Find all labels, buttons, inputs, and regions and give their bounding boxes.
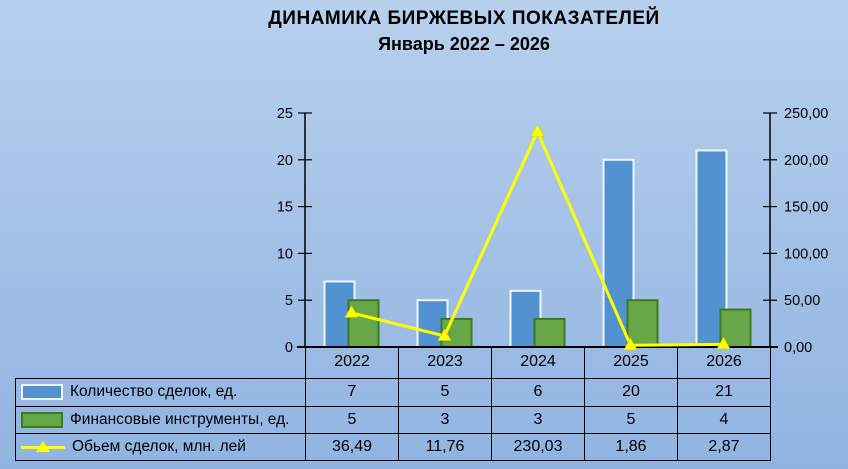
left-axis-tick-label: 15 [277, 200, 293, 216]
category-label-2023: 2023 [398, 347, 492, 379]
left-axis-tick-label: 5 [285, 293, 293, 309]
category-label-2025: 2025 [584, 347, 678, 379]
table-corner-blank [16, 347, 306, 378]
table-value-2026: 4 [677, 405, 771, 434]
table-value-2024: 3 [491, 405, 585, 434]
category-label-2026: 2026 [677, 347, 771, 379]
right-axis-tick-label: 0,00 [784, 340, 812, 356]
table-value-2025: 5 [584, 405, 678, 434]
legend-line-marker-icon [21, 440, 65, 454]
category-label-2022: 2022 [305, 347, 399, 379]
legend-cell: Финансовые инструменты, ед. [15, 405, 306, 434]
legend-blue-bar-icon [21, 384, 63, 400]
left-axis-tick-label: 20 [277, 153, 293, 169]
table-value-2022: 36,49 [305, 432, 399, 461]
table-value-2023: 5 [398, 377, 492, 407]
bar-instruments-2024 [533, 317, 566, 349]
right-axis-tick-label: 50,00 [784, 293, 820, 309]
category-label-2024: 2024 [491, 347, 585, 379]
bar-instruments-2025 [626, 299, 659, 349]
legend-label: Обьем сделок, млн. лей [72, 437, 246, 455]
left-axis-tick-label: 0 [285, 340, 293, 356]
line-marker-2022 [344, 305, 359, 318]
table-value-2022: 5 [305, 405, 399, 434]
bar-instruments-2022 [347, 299, 380, 349]
table-value-2024: 230,03 [491, 432, 585, 461]
right-axis-tick-label: 200,00 [784, 153, 828, 169]
legend-green-bar-icon [21, 411, 63, 428]
table-value-2026: 21 [677, 377, 771, 407]
legend-cell: Обьем сделок, млн. лей [15, 432, 306, 461]
data-table: 2022 2023 2024 2025 2026 Количество сделок, е… [15, 347, 771, 461]
chart-subtitle: Январь 2022 – 2026 [378, 34, 550, 54]
table-value-2023: 11,76 [398, 432, 492, 461]
table-value-2025: 20 [584, 377, 678, 407]
chart-title: ДИНАМИКА БИРЖЕВЫХ ПОКАЗАТЕЛЕЙ [268, 8, 660, 29]
table-value-2026: 2,87 [677, 432, 771, 461]
line-marker-2024 [530, 124, 545, 137]
table-value-2024: 6 [491, 377, 585, 407]
left-axis-tick-label: 10 [277, 246, 293, 262]
chart-header: ДИНАМИКА БИРЖЕВЫХ ПОКАЗАТЕЛЕЙ Январь 202… [80, 8, 848, 55]
right-axis-tick-label: 250,00 [784, 106, 828, 122]
table-value-2023: 3 [398, 405, 492, 434]
legend-cell: Количество сделок, ед. [15, 377, 306, 407]
table-value-2022: 7 [305, 377, 399, 407]
left-axis-tick-label: 25 [277, 106, 293, 122]
right-axis-tick-label: 100,00 [784, 246, 828, 262]
legend-label: Количество сделок, ед. [70, 383, 238, 400]
table-value-2025: 1,86 [584, 432, 678, 461]
legend-label: Финансовые инструменты, ед. [70, 410, 290, 428]
line-marker-2023 [437, 328, 452, 341]
right-axis-tick-label: 150,00 [784, 200, 828, 216]
